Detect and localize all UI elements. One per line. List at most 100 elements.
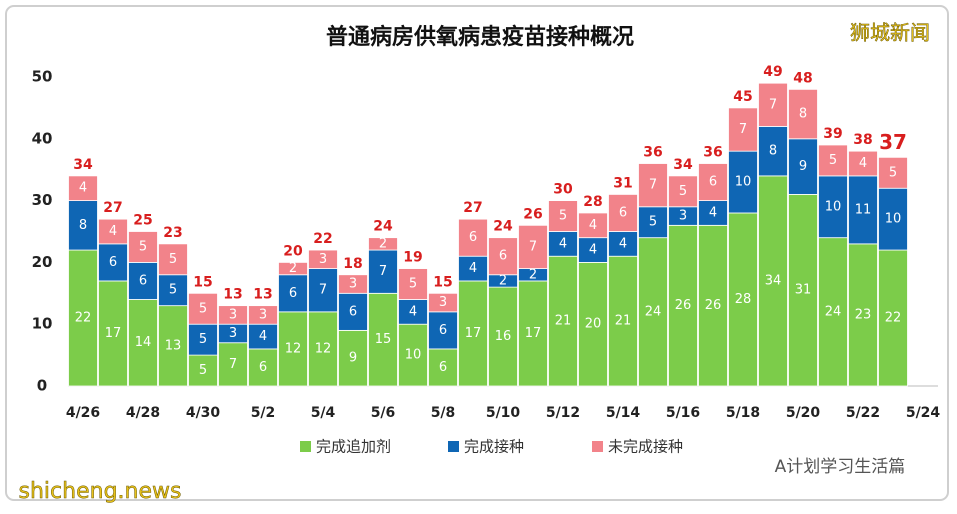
- total-label: 25: [133, 213, 152, 229]
- data-label: 4: [79, 181, 87, 196]
- data-label: 3: [229, 307, 237, 322]
- data-label: 7: [649, 178, 657, 193]
- bar-segment: [548, 200, 578, 232]
- bar-segment: [578, 261, 608, 387]
- data-label: 2: [289, 261, 297, 276]
- bar-segment: [368, 292, 398, 387]
- total-label: 26: [523, 206, 542, 222]
- data-label: 22: [885, 311, 902, 326]
- data-label: 10: [885, 212, 902, 227]
- bar-segment: [488, 286, 518, 387]
- x-tick-label: 4/28: [126, 405, 160, 421]
- data-label: 5: [199, 363, 207, 378]
- total-label: 34: [673, 157, 693, 173]
- bar-segment: [638, 163, 668, 208]
- bar-segment: [248, 305, 278, 325]
- total-label: 20: [283, 243, 303, 259]
- bar-segment: [728, 107, 758, 152]
- legend-swatch: [592, 441, 603, 452]
- y-tick-label: 30: [32, 191, 53, 209]
- bar-segment: [158, 274, 188, 307]
- data-label: 8: [79, 218, 87, 233]
- data-label: 26: [675, 298, 692, 313]
- data-label: 8: [799, 107, 807, 122]
- data-label: 6: [709, 175, 717, 190]
- data-label: 4: [589, 243, 597, 258]
- data-label: 26: [705, 298, 722, 313]
- legend-label: 未完成接种: [608, 438, 683, 456]
- bar-segment: [158, 243, 188, 276]
- data-label: 5: [199, 332, 207, 347]
- x-tick-label: 5/24: [906, 405, 941, 421]
- total-label: 48: [793, 70, 812, 86]
- data-label: 2: [379, 236, 387, 251]
- data-label: 6: [109, 255, 117, 270]
- bar-segment: [848, 150, 878, 177]
- legend-swatch: [300, 441, 311, 452]
- total-label: 19: [403, 250, 422, 266]
- bar-segment: [278, 274, 308, 313]
- data-label: 10: [405, 348, 422, 363]
- bar-segment: [728, 150, 758, 214]
- data-label: 8: [769, 144, 777, 159]
- legend-label: 完成追加剂: [316, 438, 391, 456]
- bar-segment: [608, 231, 638, 257]
- watermark: A计划学习生活篇: [775, 457, 906, 477]
- bar-segment: [698, 200, 728, 226]
- data-label: 6: [139, 273, 147, 288]
- data-label: 17: [465, 326, 482, 341]
- bar-segment: [848, 243, 878, 387]
- data-label: 6: [499, 249, 507, 264]
- total-label: 39: [823, 126, 842, 142]
- total-label: 23: [163, 225, 182, 241]
- data-label: 28: [735, 292, 752, 307]
- bar-segment: [128, 231, 158, 263]
- data-label: 21: [555, 314, 572, 329]
- data-label: 22: [75, 311, 92, 326]
- x-tick-label: 5/4: [311, 405, 336, 421]
- x-tick-label: 4/26: [66, 405, 100, 421]
- total-label: 31: [613, 175, 632, 191]
- bar-segment: [458, 280, 488, 387]
- total-label: 49: [763, 64, 782, 80]
- bar-segment: [308, 249, 338, 269]
- data-label: 5: [649, 215, 657, 230]
- bar-segment: [458, 255, 488, 282]
- bar-segment: [458, 218, 488, 257]
- data-label: 5: [889, 165, 897, 180]
- data-label: 24: [825, 304, 842, 319]
- bar-segment: [338, 274, 368, 294]
- x-tick-label: 5/8: [431, 405, 456, 421]
- bar-segment: [128, 299, 158, 387]
- data-label: 12: [315, 341, 332, 356]
- chart-title: 普通病房供氧病患疫苗接种概况: [326, 24, 634, 50]
- bar-segment: [608, 194, 638, 232]
- x-tick-label: 5/18: [726, 405, 760, 421]
- x-tick-label: 4/30: [186, 405, 221, 421]
- data-label: 14: [135, 335, 152, 350]
- y-tick-label: 0: [37, 377, 47, 395]
- bar-segment: [758, 126, 788, 177]
- data-label: 5: [559, 209, 567, 224]
- bar-segment: [398, 299, 428, 325]
- bar-segment: [788, 88, 818, 140]
- bar-segment: [188, 292, 218, 325]
- bar-segment: [308, 311, 338, 387]
- bar-segment: [188, 354, 218, 387]
- y-tick-label: 20: [32, 253, 53, 271]
- total-label: 27: [463, 200, 482, 216]
- bar-segment: [758, 82, 788, 127]
- data-label: 16: [495, 329, 512, 344]
- bar-segment: [698, 163, 728, 202]
- bar-segment: [68, 200, 98, 251]
- bar-segment: [818, 144, 848, 177]
- data-label: 6: [259, 360, 267, 375]
- data-label: 3: [679, 209, 687, 224]
- bar-segment: [728, 212, 758, 387]
- bar-segment: [698, 224, 728, 387]
- bar-segment: [428, 292, 458, 313]
- data-label: 5: [169, 283, 177, 298]
- total-label: 15: [193, 274, 212, 290]
